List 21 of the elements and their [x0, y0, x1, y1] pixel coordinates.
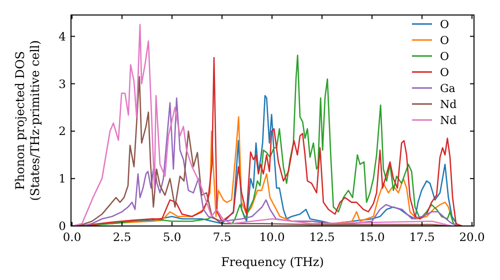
x-tick-label: 5.0 [162, 230, 182, 244]
x-tick-label: 20.0 [459, 230, 485, 244]
y-tick-label: 2 [58, 124, 66, 138]
y-axis-title: Phonon projected DOS (States/THz·primitive cell) [13, 40, 42, 201]
x-axis-title: Frequency (THz) [221, 255, 324, 269]
legend-label: O [440, 34, 450, 47]
x-tick-label: 15.0 [359, 230, 385, 244]
y-tick-label: 3 [58, 76, 66, 91]
legend-label: O [440, 50, 450, 63]
legend-label: O [440, 66, 450, 79]
x-tick-label: 7.5 [212, 230, 232, 244]
legend-label: Nd [440, 114, 457, 127]
legend-label: Ga [440, 82, 456, 95]
legend-label: O [440, 18, 450, 31]
legend-label: Nd [440, 98, 457, 111]
x-tick-label: 17.5 [409, 230, 435, 244]
y-tick-label: 1 [58, 172, 66, 186]
y-tick-label: 4 [58, 29, 66, 44]
x-tick-label: 12.5 [309, 230, 335, 244]
x-tick-label: 2.5 [112, 230, 132, 244]
x-tick-label: 10.0 [259, 230, 285, 244]
